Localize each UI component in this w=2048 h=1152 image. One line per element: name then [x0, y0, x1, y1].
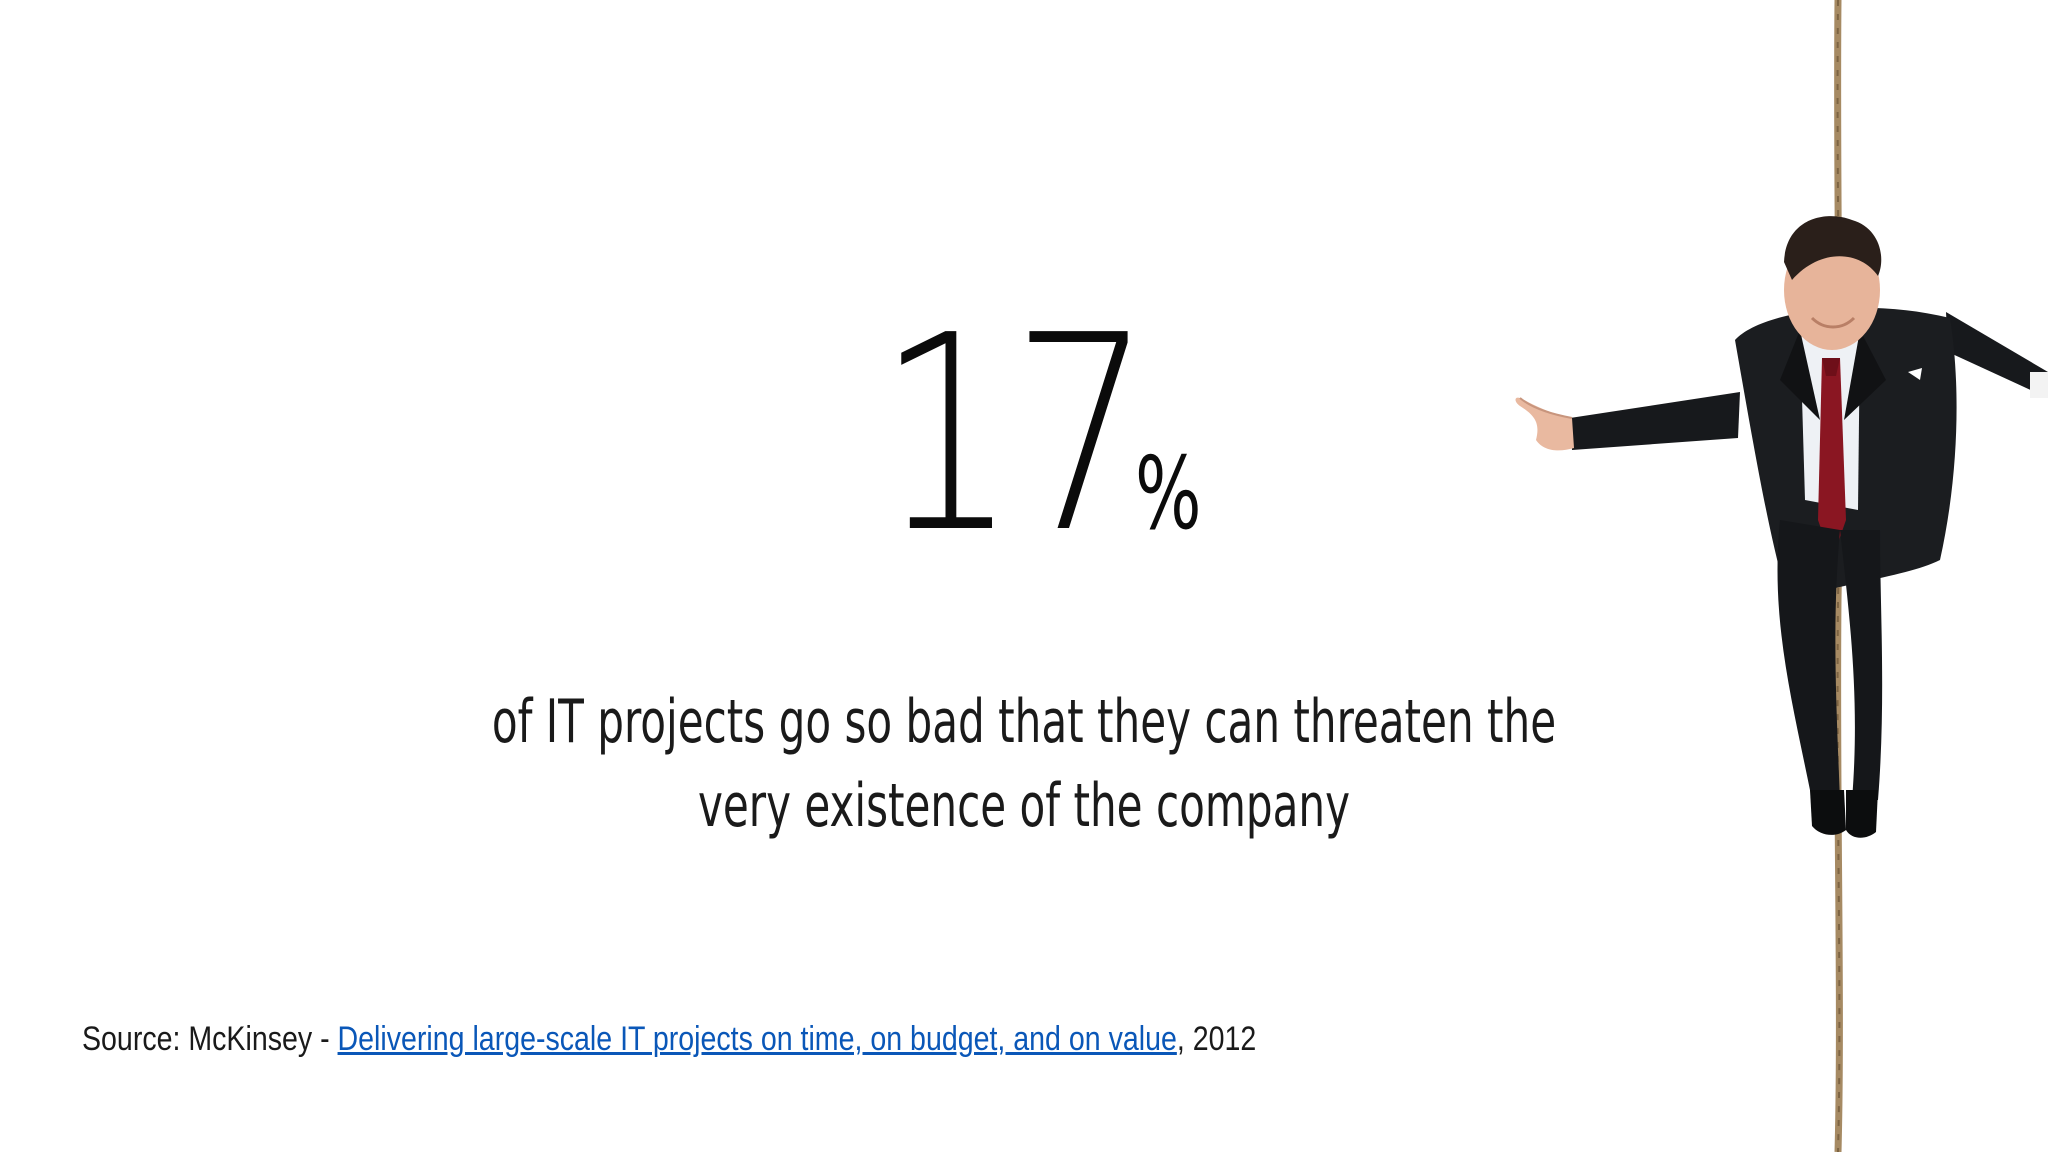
- right-shoe: [1846, 790, 1878, 838]
- statement-line-1: of IT projects go so bad that they can t…: [491, 687, 1557, 757]
- source-citation: Source: McKinsey - Delivering large-scal…: [82, 1020, 1256, 1059]
- left-shoe: [1810, 790, 1846, 835]
- source-link[interactable]: Delivering large-scale IT projects on ti…: [337, 1020, 1177, 1058]
- right-arm: [1946, 312, 2048, 398]
- hair: [1784, 216, 1882, 280]
- statistic: 17%: [0, 300, 2048, 570]
- source-prefix: Source: McKinsey -: [82, 1020, 338, 1058]
- tie: [1818, 358, 1846, 560]
- rope: [1834, 0, 1843, 1152]
- tightrope-walker-image: [1440, 0, 2048, 1152]
- left-leg: [1777, 520, 1840, 800]
- statement-line-2: very existence of the company: [697, 771, 1351, 841]
- right-leg: [1840, 530, 1883, 800]
- stat-unit: %: [1135, 435, 1202, 552]
- stat-value: 17: [876, 277, 1152, 592]
- left-hand: [1515, 397, 1574, 451]
- statement: of IT projects go so bad that they can t…: [0, 680, 2048, 848]
- source-suffix: , 2012: [1176, 1020, 1257, 1058]
- left-arm: [1570, 392, 1740, 450]
